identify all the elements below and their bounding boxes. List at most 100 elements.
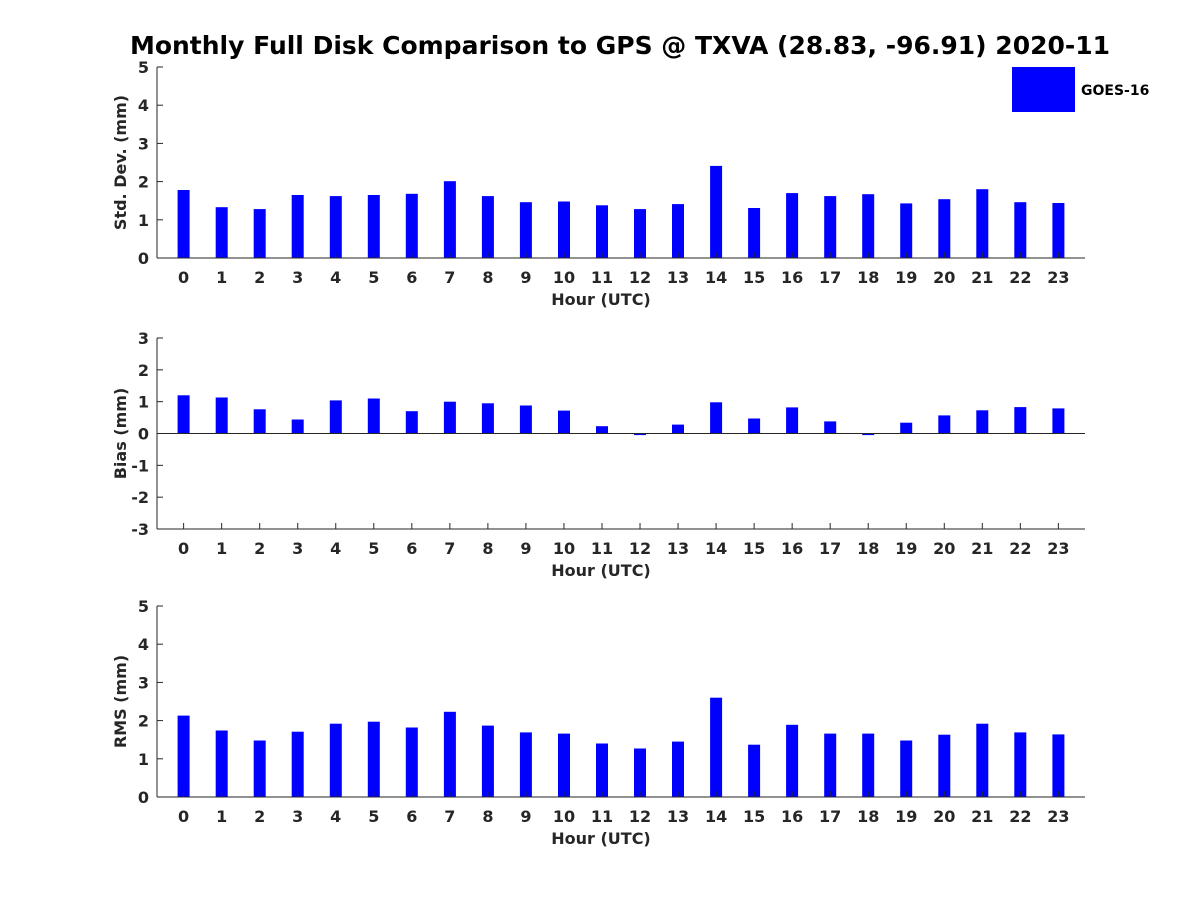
y-axis-label: Bias (mm) <box>111 388 130 480</box>
bar <box>672 741 684 797</box>
x-tick-label: 5 <box>368 268 379 287</box>
bar <box>824 421 837 434</box>
bar <box>291 195 304 258</box>
bar <box>1014 407 1027 434</box>
bar <box>1014 202 1027 258</box>
bar <box>215 730 228 797</box>
x-tick-label: 21 <box>971 268 993 287</box>
x-tick-label: 16 <box>781 268 803 287</box>
x-tick-label: 19 <box>895 539 917 558</box>
x-tick-label: 10 <box>553 539 575 558</box>
x-tick-label: 14 <box>705 539 727 558</box>
bar <box>748 744 761 797</box>
bar <box>367 195 380 258</box>
bar <box>481 403 494 434</box>
x-tick-label: 16 <box>781 539 803 558</box>
x-tick-label: 21 <box>971 807 993 826</box>
bar <box>519 732 532 797</box>
bar <box>1052 734 1065 797</box>
y-tick-label: 5 <box>138 58 149 77</box>
y-axis-label: RMS (mm) <box>111 655 130 748</box>
bar <box>824 733 837 797</box>
bar <box>215 397 228 434</box>
x-tick-label: 8 <box>482 807 493 826</box>
x-tick-label: 23 <box>1047 807 1069 826</box>
bar <box>329 400 342 434</box>
x-tick-label: 17 <box>819 807 841 826</box>
bar <box>177 395 190 434</box>
bar <box>253 409 266 434</box>
x-tick-label: 19 <box>895 268 917 287</box>
bar <box>976 410 989 434</box>
y-tick-label: -1 <box>131 456 149 475</box>
x-tick-label: 7 <box>444 539 455 558</box>
x-tick-label: 13 <box>667 807 689 826</box>
bar <box>405 193 418 258</box>
x-tick-label: 14 <box>705 807 727 826</box>
x-tick-label: 20 <box>933 268 955 287</box>
bar <box>215 207 228 258</box>
bar <box>900 740 913 797</box>
x-tick-label: 23 <box>1047 539 1069 558</box>
x-tick-label: 6 <box>406 807 417 826</box>
bar <box>519 202 532 258</box>
legend: GOES-16 <box>1012 67 1149 112</box>
y-tick-label: 4 <box>138 635 149 654</box>
x-axis-label: Hour (UTC) <box>551 290 651 309</box>
x-tick-label: 10 <box>553 807 575 826</box>
x-tick-label: 20 <box>933 539 955 558</box>
x-tick-label: 11 <box>591 539 613 558</box>
x-tick-label: 2 <box>254 539 265 558</box>
x-tick-label: 5 <box>368 807 379 826</box>
y-tick-label: 0 <box>138 788 149 807</box>
y-tick-label: -3 <box>131 520 149 539</box>
bar <box>900 422 913 434</box>
y-tick-label: 0 <box>138 249 149 268</box>
x-tick-label: 13 <box>667 268 689 287</box>
x-tick-label: 22 <box>1009 807 1031 826</box>
bar <box>862 733 875 797</box>
x-tick-label: 18 <box>857 807 879 826</box>
y-tick-label: 5 <box>138 597 149 616</box>
bar <box>329 196 342 258</box>
bar <box>443 401 456 434</box>
y-tick-label: 0 <box>138 425 149 444</box>
bar <box>253 209 266 258</box>
x-tick-label: 3 <box>292 807 303 826</box>
y-tick-label: -2 <box>131 488 149 507</box>
bar <box>367 398 380 434</box>
x-tick-label: 4 <box>330 268 341 287</box>
bar <box>900 203 913 258</box>
bar <box>634 209 646 258</box>
x-tick-label: 16 <box>781 807 803 826</box>
bar <box>481 725 494 797</box>
y-tick-label: 4 <box>138 96 149 115</box>
x-tick-label: 15 <box>743 268 765 287</box>
x-tick-label: 14 <box>705 268 727 287</box>
x-tick-label: 10 <box>553 268 575 287</box>
bar <box>596 426 608 434</box>
x-tick-label: 19 <box>895 807 917 826</box>
y-tick-label: 3 <box>138 329 149 348</box>
x-tick-label: 0 <box>178 807 189 826</box>
bar <box>710 165 723 258</box>
x-tick-label: 0 <box>178 268 189 287</box>
bar <box>938 199 951 258</box>
x-tick-label: 18 <box>857 268 879 287</box>
bar <box>748 208 761 258</box>
x-tick-label: 6 <box>406 268 417 287</box>
x-tick-label: 15 <box>743 539 765 558</box>
x-tick-label: 12 <box>629 268 651 287</box>
bar <box>786 724 799 797</box>
x-tick-label: 17 <box>819 268 841 287</box>
bar <box>443 711 456 797</box>
y-tick-label: 2 <box>138 173 149 192</box>
bar <box>1052 203 1065 258</box>
x-axis-label: Hour (UTC) <box>551 561 651 580</box>
bar <box>938 734 951 797</box>
x-tick-label: 1 <box>216 268 227 287</box>
chart-title: Monthly Full Disk Comparison to GPS @ TX… <box>130 31 1110 60</box>
